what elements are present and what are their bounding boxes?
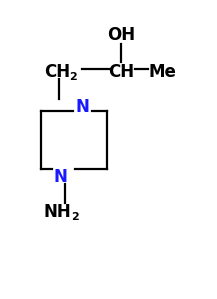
- Text: NH: NH: [43, 203, 71, 221]
- Text: 2: 2: [71, 212, 79, 222]
- Text: 2: 2: [69, 72, 77, 82]
- Text: N: N: [76, 97, 90, 115]
- Text: CH: CH: [108, 63, 134, 82]
- Text: N: N: [53, 168, 67, 186]
- Text: Me: Me: [148, 63, 176, 82]
- Text: OH: OH: [107, 26, 135, 45]
- Text: CH: CH: [44, 63, 70, 82]
